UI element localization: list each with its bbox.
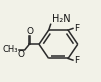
Text: O: O (26, 27, 33, 36)
Text: O: O (17, 50, 24, 59)
Text: H₂N: H₂N (52, 14, 70, 24)
Text: F: F (74, 24, 79, 33)
Text: CH₃: CH₃ (3, 45, 18, 54)
Text: F: F (74, 56, 79, 65)
